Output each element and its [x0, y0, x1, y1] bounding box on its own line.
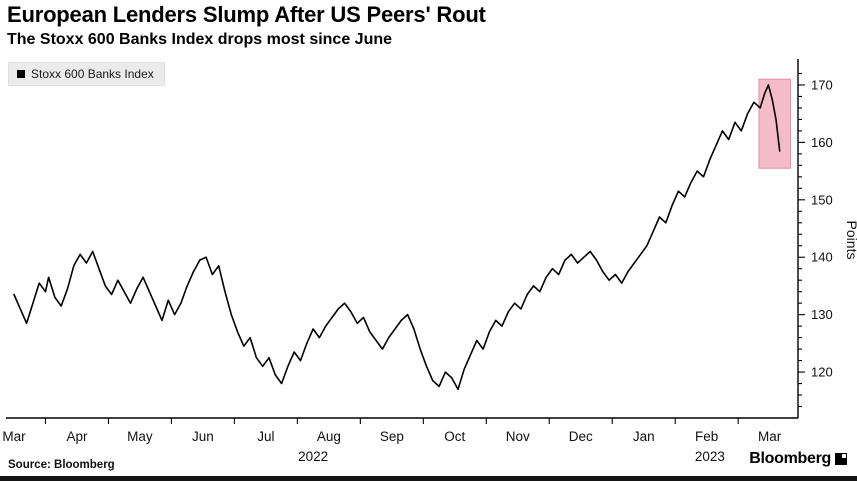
x-tick-label: Feb: [695, 429, 718, 444]
x-tick-label: Apr: [66, 429, 88, 444]
y-tick-label: 120: [811, 365, 833, 380]
chart-title: European Lenders Slump After US Peers' R…: [7, 2, 486, 27]
x-tick-label: Jan: [633, 429, 655, 444]
y-tick-label: 140: [811, 250, 833, 265]
x-tick-label: Oct: [444, 429, 465, 444]
source-note: Source: Bloomberg: [8, 459, 115, 471]
x-tick-label: May: [127, 429, 153, 444]
bottom-divider-bar: [0, 476, 857, 481]
chart-subtitle: The Stoxx 600 Banks Index drops most sin…: [7, 31, 393, 48]
bloomberg-logo-mark-icon: [835, 453, 847, 465]
x-tick-label: Aug: [317, 429, 341, 444]
index-line: [13, 84, 781, 391]
x-tick-label: Jul: [257, 429, 274, 444]
y-tick-label: 160: [811, 135, 833, 150]
x-tick-label: Mar: [2, 429, 26, 444]
bloomberg-logo: Bloomberg: [749, 450, 847, 468]
bloomberg-wordmark: Bloomberg: [749, 450, 831, 467]
y-tick-label: 170: [811, 77, 833, 92]
x-tick-label: Mar: [758, 429, 782, 444]
y-tick-label: 130: [811, 307, 833, 322]
year-label: 2022: [298, 449, 328, 464]
line-chart: 120 130 140 150 160 170 Mar Apr May Jun Jul Aug Sep O…: [2, 59, 857, 464]
legend-box: Stoxx 600 Banks Index: [8, 62, 165, 86]
x-tick-label: Dec: [569, 429, 593, 444]
x-tick-label: Nov: [506, 429, 530, 444]
x-tick-label: Jun: [192, 429, 214, 444]
legend-label: Stoxx 600 Banks Index: [31, 67, 154, 81]
x-tick-label: Sep: [380, 429, 404, 444]
y-tick-label: 150: [811, 192, 833, 207]
y-axis-title: Points: [844, 221, 857, 260]
legend-swatch-icon: [17, 70, 25, 78]
year-label: 2023: [695, 449, 725, 464]
highlight-box: [758, 78, 791, 169]
